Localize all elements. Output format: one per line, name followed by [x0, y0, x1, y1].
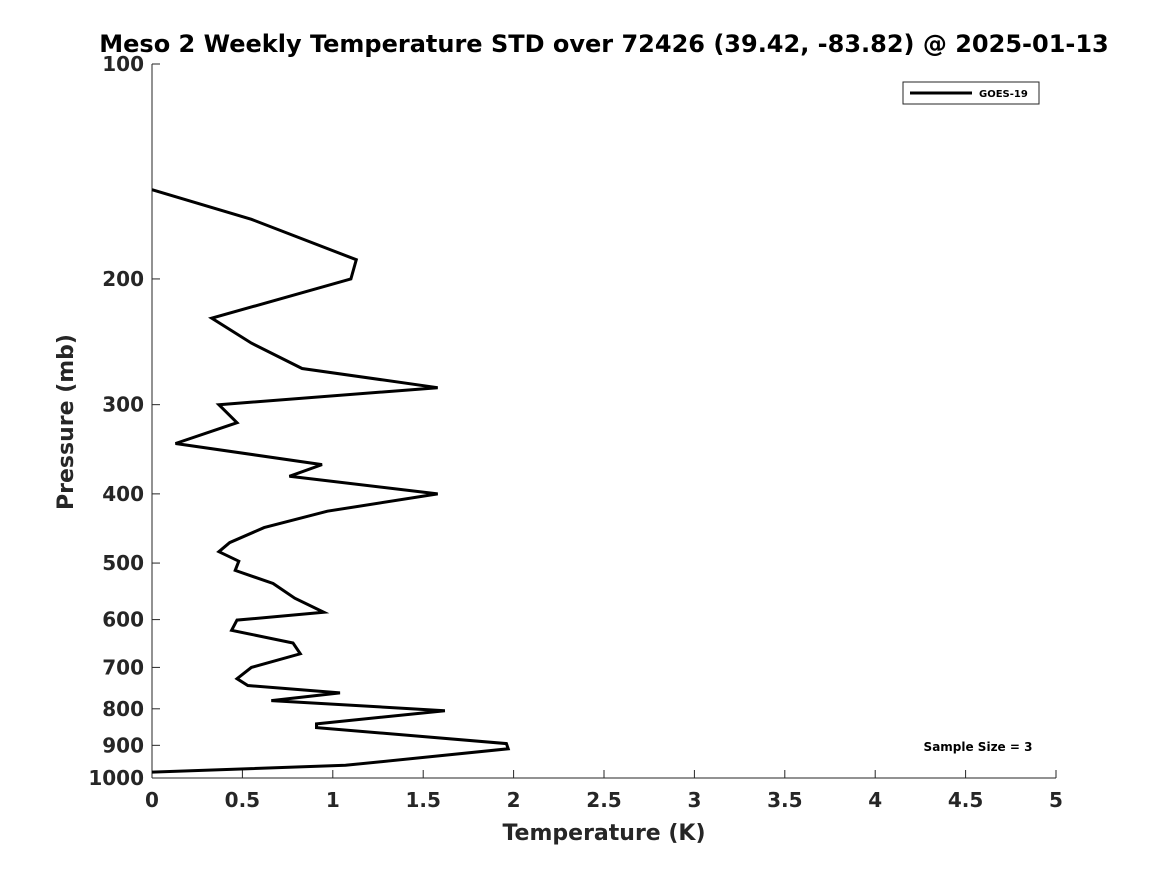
x-tick-label: 4.5 — [948, 788, 983, 812]
chart-title: Meso 2 Weekly Temperature STD over 72426… — [99, 30, 1109, 58]
x-tick-label: 5 — [1049, 788, 1063, 812]
y-axis-label: Pressure (mb) — [54, 334, 79, 510]
series-line-goes-19 — [151, 188, 511, 774]
y-tick-label: 500 — [102, 551, 144, 575]
x-tick-label: 0.5 — [225, 788, 260, 812]
x-tick-label: 1 — [326, 788, 340, 812]
x-axis-ticks: 0 0.5 1 1.5 2 2.5 3 3.5 4 4.5 5 — [145, 770, 1063, 812]
y-tick-label: 400 — [102, 482, 144, 506]
legend-entry-goes-19: GOES-19 — [979, 89, 1028, 100]
y-tick-label: 600 — [102, 608, 144, 632]
axes — [151, 64, 1056, 779]
y-tick-label: 300 — [102, 393, 144, 417]
x-tick-label: 1.5 — [405, 788, 440, 812]
x-axis-label: Temperature (K) — [502, 821, 705, 846]
legend: GOES-19 — [902, 81, 1040, 105]
y-tick-label: 1000 — [88, 766, 144, 790]
y-axis-ticks: 100 200 300 400 500 600 700 800 900 1000 — [88, 52, 160, 790]
y-tick-label: 100 — [102, 52, 144, 76]
x-tick-label: 2 — [507, 788, 521, 812]
sample-size-annotation: Sample Size = 3 — [924, 740, 1033, 754]
y-tick-label: 200 — [102, 267, 144, 291]
x-tick-label: 3.5 — [767, 788, 802, 812]
x-tick-label: 4 — [868, 788, 882, 812]
x-tick-label: 2.5 — [586, 788, 621, 812]
y-tick-label: 800 — [102, 697, 144, 721]
x-tick-label: 3 — [687, 788, 701, 812]
x-tick-label: 0 — [145, 788, 159, 812]
y-tick-label: 900 — [102, 733, 144, 757]
y-tick-label: 700 — [102, 655, 144, 679]
